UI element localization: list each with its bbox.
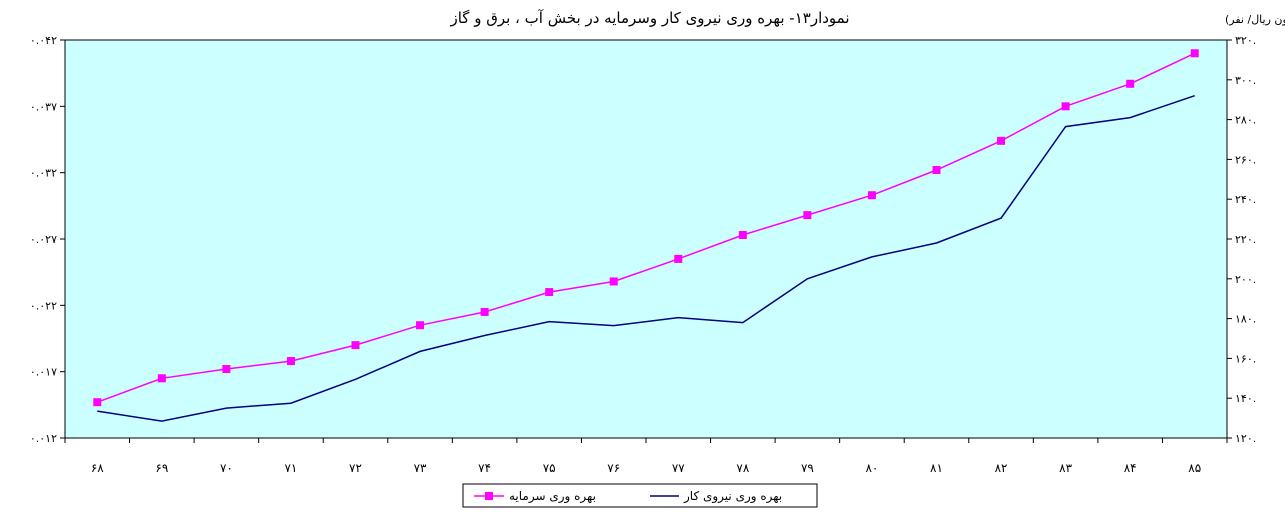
right-axis-tick-label: ۳۲۰.: [1235, 34, 1256, 47]
right-axis-tick-label: ۱۸۰.: [1235, 313, 1256, 326]
x-axis-tick-label: ۸۰: [865, 461, 878, 475]
series-0-point: [222, 365, 231, 374]
left-axis-tick-label: ۰.۰۳۷: [30, 100, 57, 113]
x-axis-tick-label: ۷۱: [284, 461, 297, 475]
x-axis-tick-label: ۸۳: [1059, 461, 1072, 475]
series-0-point: [1190, 49, 1199, 58]
series-0-point: [997, 136, 1006, 145]
legend-capital-marker: [485, 492, 493, 500]
right-axis-ticks: ۱۲۰. ۱۴۰. ۱۶۰. ۱۸۰. ۲۰۰. ۲۲۰. ۲۴۰. ۲۶۰. ۲۸۰. ۳۰۰.…: [1227, 34, 1256, 445]
left-axis-tick-label: ۰.۰۱۷: [30, 366, 57, 379]
right-axis-tick-label: ۲۴۰.: [1235, 193, 1256, 206]
legend-capital-label: بهره وری سرمایه: [509, 489, 596, 504]
left-axis-tick-label: ۰.۰۴۲: [30, 34, 57, 47]
x-axis-tick-label: ۷۲: [349, 461, 362, 475]
chart-title: نمودار۱۳- بهره وری نیروی کار وسرمایه در …: [449, 9, 849, 27]
right-axis-tick-label: ۲۸۰.: [1235, 114, 1256, 127]
left-axis-tick-label: ۰.۰۳۲: [30, 167, 57, 180]
right-axis-tick-label: ۲۰۰.: [1235, 273, 1256, 286]
series-0-point: [351, 341, 360, 350]
x-axis-tick-label: ۷۳: [414, 461, 427, 475]
series-0-point: [1126, 79, 1135, 88]
left-axis-tick-label: ۰.۰۲۲: [30, 299, 57, 312]
legend-item-capital: بهره وری سرمایه: [474, 489, 596, 504]
x-axis-tick-label: ۸۵: [1188, 461, 1201, 475]
series-0-point: [609, 277, 618, 286]
left-axis-tick-label: ۰.۰۲۷: [30, 233, 57, 246]
x-axis-tick-label: ۷۸: [736, 461, 749, 475]
left-axis-tick-label: ۰.۰۱۲: [30, 432, 57, 445]
series-0-point: [1061, 102, 1070, 111]
plot-area: [64, 39, 1228, 439]
x-axis-tick-label: ۸۲: [995, 461, 1008, 475]
legend-box: [462, 483, 818, 508]
x-axis-tick-label: ۸۱: [930, 461, 943, 475]
legend-labor-label: بهره وری نیروی کار: [683, 489, 782, 504]
legend: بهره وری سرمایه بهره وری نیروی کار: [462, 483, 818, 508]
right-axis-unit: (میلیون ریال/ نفر): [1225, 13, 1285, 26]
x-axis-tick-label: ۸۴: [1124, 461, 1137, 475]
right-axis-tick-label: ۱۶۰.: [1235, 352, 1256, 365]
left-axis-ticks: ۰.۰۱۲ ۰.۰۱۷ ۰.۰۲۲ ۰.۰۲۷ ۰.۰۳۲ ۰.۰۳۷ ۰.۰۴۲: [30, 34, 65, 445]
series-0-point: [416, 321, 425, 330]
right-axis-tick-label: ۲۶۰.: [1235, 153, 1256, 166]
x-axis-tick-label: ۷۵: [543, 461, 556, 475]
series-line-1: [97, 94, 1195, 422]
series-0-point: [738, 231, 747, 240]
right-axis-tick-label: ۲۲۰.: [1235, 233, 1256, 246]
x-axis-tick-label: ۶۹: [155, 461, 168, 475]
series-0-point: [480, 307, 489, 316]
x-axis-tick-label: ۷۶: [607, 461, 620, 475]
series-0-point: [932, 166, 941, 175]
series-0-point: [286, 357, 295, 366]
x-axis-ticks: ۶۸ ۶۹ ۷۰ ۷۱ ۷۲ ۷۳ ۷۴ ۷۵ ۷۶ ۷۷ ۷۸ ۷۹ ۸۰ ۸۱ ۸۲ ۸۳ ۸۴ ۸۵: [64, 438, 1228, 475]
series-0-point: [674, 254, 683, 263]
x-axis-tick-label: ۷۹: [801, 461, 814, 475]
series-0-point: [157, 374, 166, 383]
series-layer: [93, 49, 1199, 422]
x-axis-tick-label: ۷۰: [220, 461, 233, 475]
series-0-point: [867, 191, 876, 200]
series-0-point: [93, 398, 102, 407]
x-axis-tick-label: ۷۴: [478, 461, 491, 475]
legend-item-labor: بهره وری نیروی کار: [650, 489, 782, 504]
x-axis-tick-label: ۷۷: [672, 461, 685, 475]
series-0-point: [545, 288, 554, 297]
series-line-0: [97, 52, 1196, 403]
x-axis-tick-label: ۶۸: [91, 461, 104, 475]
right-axis-tick-label: ۳۰۰.: [1235, 74, 1256, 87]
series-0-point: [803, 211, 812, 220]
right-axis-tick-label: ۱۴۰.: [1235, 392, 1256, 405]
right-axis-tick-label: ۱۲۰.: [1235, 432, 1256, 445]
